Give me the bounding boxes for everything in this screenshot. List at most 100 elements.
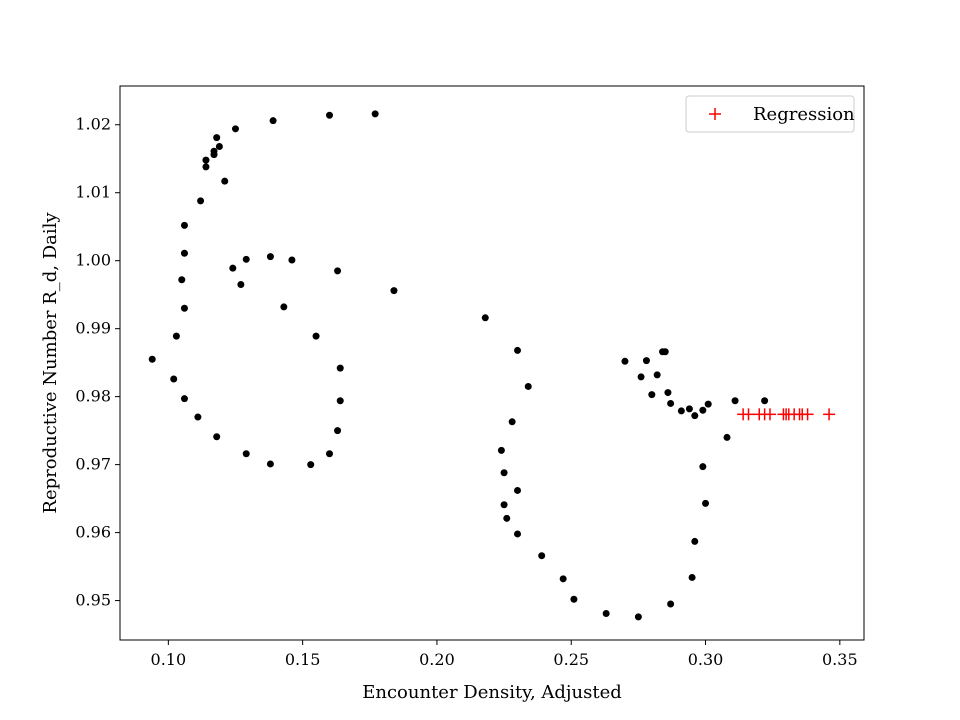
data-point bbox=[288, 256, 296, 264]
data-point bbox=[659, 348, 667, 356]
data-point bbox=[664, 389, 672, 397]
data-point bbox=[334, 427, 342, 435]
data-point bbox=[559, 575, 567, 583]
data-point bbox=[202, 156, 210, 164]
data-point bbox=[667, 399, 675, 407]
x-axis-label: Encounter Density, Adjusted bbox=[362, 682, 622, 703]
x-tick-label: 0.10 bbox=[151, 650, 187, 669]
data-point bbox=[326, 450, 334, 458]
data-point bbox=[699, 463, 707, 471]
regression-point bbox=[763, 408, 776, 421]
data-point bbox=[215, 142, 223, 150]
data-point bbox=[180, 304, 188, 312]
data-point bbox=[371, 110, 379, 118]
data-point bbox=[642, 357, 650, 365]
data-point bbox=[702, 499, 710, 507]
data-point bbox=[326, 111, 334, 119]
y-tick-label: 0.99 bbox=[75, 319, 111, 338]
regression-point bbox=[801, 408, 814, 421]
data-point bbox=[336, 364, 344, 372]
data-point bbox=[508, 418, 516, 426]
data-point bbox=[231, 125, 239, 133]
x-tick-label: 0.30 bbox=[688, 650, 724, 669]
legend-regression-label: Regression bbox=[753, 104, 855, 125]
data-point bbox=[653, 371, 661, 379]
y-tick-label: 1.01 bbox=[75, 183, 111, 202]
data-point bbox=[570, 595, 578, 603]
data-point bbox=[178, 276, 186, 284]
legend-plus-marker bbox=[709, 108, 721, 120]
data-point bbox=[213, 134, 221, 142]
data-point bbox=[667, 600, 675, 608]
y-tick-label: 0.98 bbox=[75, 387, 111, 406]
x-axis-ticks: 0.10 0.15 0.20 0.25 0.30 0.35 bbox=[151, 640, 858, 669]
data-point bbox=[221, 177, 229, 185]
x-tick-label: 0.15 bbox=[285, 650, 321, 669]
data-point bbox=[237, 280, 245, 288]
y-tick-label: 1.00 bbox=[75, 251, 111, 270]
plot-area bbox=[120, 86, 864, 640]
y-tick-label: 0.96 bbox=[75, 523, 111, 542]
data-point bbox=[336, 397, 344, 405]
y-tick-label: 0.95 bbox=[75, 591, 111, 610]
data-point bbox=[691, 412, 699, 420]
data-point bbox=[677, 407, 685, 415]
data-point bbox=[202, 163, 210, 171]
x-tick-label: 0.35 bbox=[822, 650, 858, 669]
plot-frame bbox=[119, 85, 865, 641]
data-point bbox=[242, 450, 250, 458]
data-point bbox=[213, 433, 221, 441]
x-tick-label: 0.20 bbox=[419, 650, 455, 669]
data-point bbox=[514, 346, 522, 354]
regression-point bbox=[823, 408, 836, 421]
data-point bbox=[497, 446, 505, 454]
data-point bbox=[648, 391, 656, 399]
y-tick-label: 1.02 bbox=[75, 115, 111, 134]
data-point bbox=[172, 332, 180, 340]
data-point bbox=[390, 287, 398, 295]
data-point bbox=[691, 537, 699, 545]
data-point bbox=[723, 433, 731, 441]
points-layer bbox=[148, 110, 836, 621]
data-point bbox=[148, 355, 156, 363]
data-point bbox=[194, 413, 202, 421]
data-point bbox=[170, 375, 178, 383]
data-point bbox=[761, 397, 769, 405]
data-point bbox=[307, 461, 315, 469]
data-point bbox=[500, 469, 508, 477]
y-tick-label: 0.97 bbox=[75, 455, 111, 474]
data-point bbox=[334, 267, 342, 275]
data-point bbox=[637, 373, 645, 381]
legend-regression-marker bbox=[709, 108, 721, 120]
data-point bbox=[621, 357, 629, 365]
data-point bbox=[229, 264, 237, 272]
data-point bbox=[514, 486, 522, 494]
data-point bbox=[500, 501, 508, 509]
data-point bbox=[180, 221, 188, 229]
data-point bbox=[538, 552, 546, 560]
data-point bbox=[242, 255, 250, 263]
data-point bbox=[731, 397, 739, 405]
data-point bbox=[180, 249, 188, 257]
data-point bbox=[602, 609, 610, 617]
data-point bbox=[266, 460, 274, 468]
data-point bbox=[685, 405, 693, 413]
data-point bbox=[280, 303, 288, 311]
legend-box bbox=[685, 95, 855, 133]
data-point bbox=[269, 117, 277, 125]
data-point bbox=[503, 514, 511, 522]
y-axis-ticks: 0.95 0.96 0.97 0.98 0.99 1.00 1.01 1.02 bbox=[75, 115, 120, 610]
data-point bbox=[524, 382, 532, 390]
regression-point bbox=[742, 408, 755, 421]
x-tick-label: 0.25 bbox=[553, 650, 589, 669]
data-point bbox=[688, 573, 696, 581]
data-point bbox=[634, 613, 642, 621]
data-point bbox=[266, 253, 274, 261]
data-point bbox=[210, 151, 218, 159]
data-point bbox=[514, 530, 522, 538]
data-point bbox=[197, 197, 205, 205]
data-point bbox=[312, 332, 320, 340]
data-point bbox=[704, 400, 712, 408]
data-point bbox=[481, 314, 489, 322]
data-point bbox=[180, 395, 188, 403]
